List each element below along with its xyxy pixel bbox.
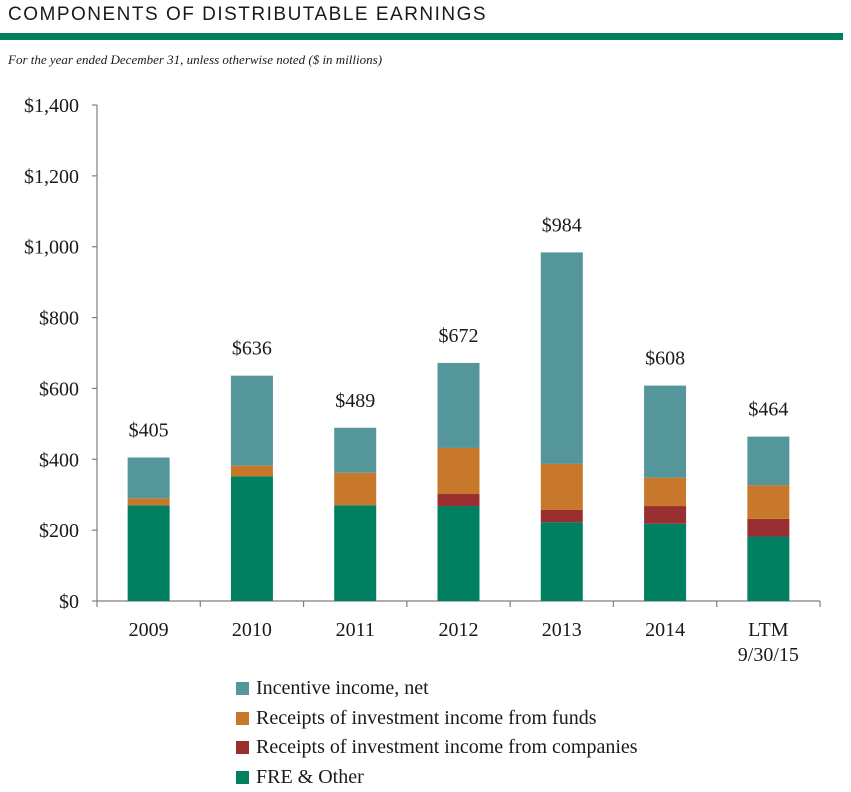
x-tick-label: 2014 [645, 619, 685, 641]
bar-segment [644, 478, 686, 506]
bar-segment [128, 498, 170, 505]
bar-segment [438, 494, 480, 506]
bar-total-label: $672 [439, 325, 479, 347]
y-tick-label: $0 [59, 591, 79, 613]
bar-total-label: $405 [129, 420, 169, 442]
y-tick-label: $1,400 [24, 95, 79, 117]
legend-label: Receipts of investment income from compa… [256, 736, 638, 759]
bar-segment [128, 505, 170, 601]
bar-segment [644, 506, 686, 524]
x-tick-label: 2013 [542, 619, 582, 641]
bar-segment [644, 386, 686, 478]
bar-segment [541, 522, 583, 601]
y-tick-label: $600 [39, 378, 79, 400]
bar-segment [128, 458, 170, 499]
y-tick-label: $1,200 [24, 166, 79, 188]
legend-swatch [236, 682, 249, 695]
x-tick-label: 2012 [439, 619, 479, 641]
bar-segment [644, 524, 686, 601]
bar-segment [541, 252, 583, 464]
bar-segment [231, 376, 273, 466]
bar-segment [747, 437, 789, 486]
legend-swatch [236, 771, 249, 784]
x-tick-label: 2010 [232, 619, 272, 641]
bar-total-label: $608 [645, 348, 685, 370]
x-tick-label: 9/30/15 [738, 644, 799, 666]
y-tick-label: $400 [39, 449, 79, 471]
bar-segment [438, 448, 480, 494]
y-tick-label: $1,000 [24, 237, 79, 259]
bar-segment [747, 519, 789, 537]
bar-segment [438, 363, 480, 448]
x-tick-label: 2009 [129, 619, 169, 641]
legend-swatch [236, 741, 249, 754]
bar-segment [334, 473, 376, 506]
x-tick-label: 2011 [336, 619, 375, 641]
legend-item: Receipts of investment income from funds [236, 704, 638, 734]
bar-segment [541, 464, 583, 510]
bar-segment [231, 466, 273, 477]
bar-segment [747, 537, 789, 601]
legend-label: Incentive income, net [256, 677, 429, 700]
legend-label: FRE & Other [256, 766, 364, 789]
bar-segment [438, 506, 480, 601]
bar-segment [231, 476, 273, 601]
legend-item: Incentive income, net [236, 674, 638, 704]
legend-swatch [236, 712, 249, 725]
chart-legend: Incentive income, net Receipts of investm… [236, 674, 638, 792]
y-tick-label: $200 [39, 520, 79, 542]
bar-segment [334, 428, 376, 473]
bar-segment [747, 485, 789, 519]
legend-label: Receipts of investment income from funds [256, 707, 596, 730]
bar-segment [334, 505, 376, 601]
legend-item: Receipts of investment income from compa… [236, 733, 638, 763]
bar-total-label: $984 [542, 214, 582, 236]
bar-segment [541, 510, 583, 522]
y-tick-label: $800 [39, 308, 79, 330]
bar-total-label: $636 [232, 338, 272, 360]
bar-total-label: $489 [335, 390, 375, 412]
x-tick-label: LTM [748, 619, 789, 641]
bar-total-label: $464 [748, 399, 788, 421]
stacked-bar-chart: $0 $200 $400 $600 $800 $1,000 $1,200 $1,400 $405… [0, 0, 851, 672]
